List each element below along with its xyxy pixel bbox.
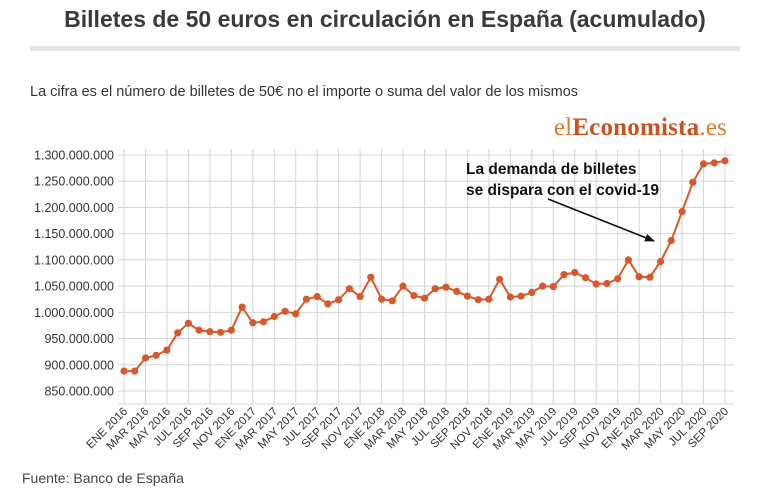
y-tick-label: 1.100.000.000 (34, 253, 114, 267)
data-point[interactable] (496, 275, 504, 283)
data-point[interactable] (549, 283, 557, 291)
data-point[interactable] (345, 285, 353, 293)
data-point[interactable] (313, 293, 321, 301)
data-point[interactable] (388, 297, 396, 305)
y-tick-label: 950.000.000 (44, 332, 114, 346)
data-point[interactable] (657, 257, 665, 266)
source-note: Fuente: Banco de España (22, 470, 184, 486)
y-tick-label: 1.050.000.000 (34, 280, 114, 294)
data-point[interactable] (485, 295, 493, 303)
data-point[interactable] (710, 159, 718, 167)
annotation-line-1: La demanda de billetes (466, 161, 637, 178)
data-point[interactable] (195, 326, 203, 334)
data-point[interactable] (614, 275, 622, 283)
data-point[interactable] (410, 292, 418, 300)
data-point[interactable] (592, 280, 600, 288)
data-point[interactable] (635, 273, 643, 281)
data-point[interactable] (227, 326, 235, 334)
data-point[interactable] (431, 285, 439, 293)
data-point[interactable] (528, 288, 536, 296)
data-point[interactable] (667, 236, 675, 245)
chart-title: Billetes de 50 euros en circulación en E… (64, 6, 706, 32)
data-point[interactable] (603, 279, 611, 288)
title-divider (30, 46, 740, 51)
brand-logo: elEconomista.es (554, 114, 727, 142)
y-tick-label: 1.300.000.000 (34, 149, 114, 163)
data-point[interactable] (571, 268, 579, 277)
data-point[interactable] (678, 208, 686, 216)
data-point[interactable] (324, 300, 332, 308)
data-point[interactable] (646, 273, 654, 281)
data-point[interactable] (292, 310, 300, 318)
data-point[interactable] (367, 273, 375, 281)
logo-part-2: Economista (572, 114, 700, 141)
data-point[interactable] (474, 296, 482, 304)
data-point[interactable] (174, 329, 182, 337)
data-point[interactable] (302, 295, 310, 303)
y-tick-label: 1.150.000.000 (34, 227, 114, 241)
y-tick-label: 850.000.000 (44, 385, 114, 399)
data-point[interactable] (378, 295, 386, 303)
chart-subtitle: La cifra es el número de billetes de 50€… (30, 84, 579, 100)
data-point[interactable] (517, 292, 525, 300)
data-point[interactable] (249, 319, 257, 327)
logo-part-3: .es (699, 114, 727, 141)
y-tick-label: 900.000.000 (44, 358, 114, 372)
data-point[interactable] (259, 318, 268, 326)
data-point[interactable] (721, 157, 729, 165)
data-point[interactable] (463, 292, 471, 300)
data-point[interactable] (624, 256, 633, 264)
data-point[interactable] (152, 351, 160, 359)
y-axis-labels: 850.000.000 900.000.000 950.000.000 1.000.0… (34, 149, 114, 399)
data-point[interactable] (120, 367, 128, 375)
data-point[interactable] (335, 296, 343, 304)
data-point[interactable] (539, 282, 547, 290)
data-point[interactable] (420, 294, 429, 302)
data-point[interactable] (689, 178, 697, 186)
data-point[interactable] (453, 287, 461, 295)
y-tick-label: 1.200.000.000 (34, 201, 114, 215)
data-point[interactable] (206, 328, 214, 336)
data-point[interactable] (281, 307, 289, 315)
data-point[interactable] (560, 271, 568, 279)
data-point[interactable] (163, 346, 171, 354)
data-point[interactable] (506, 293, 514, 301)
data-point[interactable] (270, 312, 278, 321)
data-point[interactable] (184, 319, 192, 327)
data-point[interactable] (131, 367, 139, 375)
logo-part-1: el (553, 114, 573, 141)
data-point[interactable] (581, 274, 590, 282)
grid-lines (118, 149, 734, 405)
data-point[interactable] (356, 293, 364, 301)
data-point[interactable] (442, 283, 450, 291)
annotation-line-2: se dispara con el covid-19 (466, 182, 659, 199)
data-point[interactable] (238, 303, 246, 311)
data-point[interactable] (217, 328, 225, 336)
data-point[interactable] (699, 160, 708, 168)
y-tick-label: 1.000.000.000 (34, 306, 114, 320)
data-point[interactable] (399, 282, 407, 290)
data-point[interactable] (141, 354, 150, 362)
y-tick-label: 1.250.000.000 (34, 175, 114, 189)
annotation-arrow (547, 198, 655, 242)
series-points (120, 157, 729, 375)
